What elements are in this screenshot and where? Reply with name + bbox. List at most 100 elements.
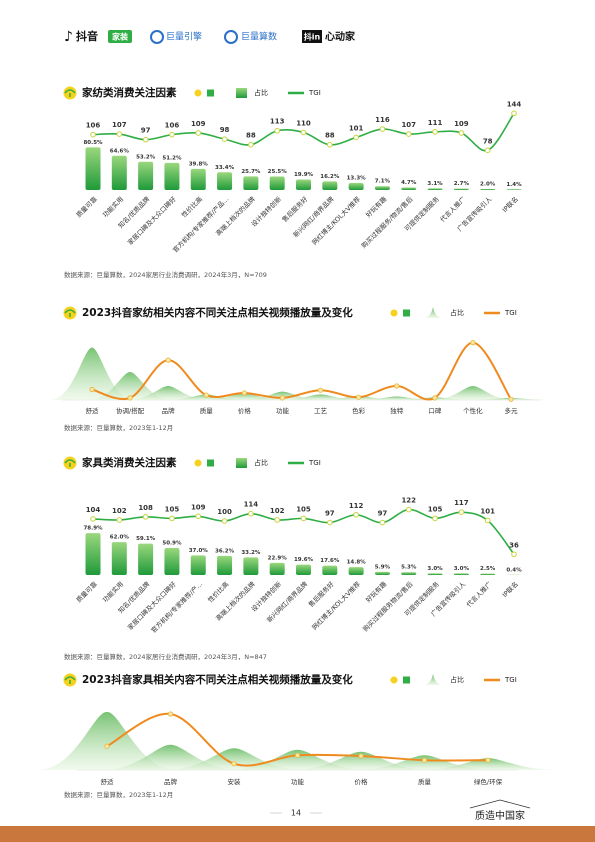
tgi-point [167, 711, 174, 717]
tgi-value-label: 116 [375, 116, 390, 124]
source: 数据来源：巨量算数，2023年1-12月 [64, 423, 173, 432]
x-tick-label: 个性化 [463, 406, 483, 415]
bar [453, 573, 469, 575]
legend-dot [194, 89, 202, 97]
bar [138, 161, 154, 190]
tgi-point [432, 129, 438, 135]
tgi-point [142, 136, 149, 143]
bar-value-label: 36.2% [215, 548, 235, 554]
bar-value-label: 5.3% [401, 565, 417, 571]
tgi-point [221, 518, 228, 524]
tgi-point [279, 395, 286, 401]
tgi-point [394, 383, 400, 389]
bar-value-label: 1.4% [506, 182, 522, 188]
bar [427, 573, 443, 575]
source: 数据来源：巨量算数，2024家居行业消费调研，2024年3月，N=709 [64, 270, 267, 279]
chart-title: 2023抖音家具相关内容不同关注点相关视频播放量及变化 [82, 673, 353, 686]
bar [480, 573, 496, 575]
tgi-value-label: 107 [401, 121, 416, 129]
logo-icon [150, 30, 164, 44]
legend-label: 占比 [254, 458, 268, 467]
bar-value-label: 3.1% [427, 181, 443, 187]
bar [269, 176, 285, 190]
tgi-point [195, 130, 202, 136]
tgi-value-label: 117 [454, 499, 469, 507]
tgi-point [458, 509, 465, 515]
tgi-point [248, 510, 254, 517]
x-tick-label: 品牌 [162, 406, 176, 415]
bar [269, 562, 285, 575]
tgi-value-label: 113 [270, 118, 285, 126]
chart-title: 2023抖音家纺相关内容不同关注点相关视频播放量及变化 [82, 306, 353, 319]
tgi-value-label: 109 [454, 120, 469, 128]
source: 数据来源：巨量算数，2023年1-12月 [64, 790, 173, 799]
tgi-point [379, 519, 386, 526]
x-tick-label: 色彩 [352, 406, 366, 415]
tgi-point [511, 110, 517, 117]
bar [374, 571, 390, 575]
x-tick-label: 功能 [291, 777, 305, 786]
bar-value-label: 17.6% [320, 558, 340, 564]
x-tick-label: 多元 [505, 406, 519, 415]
chart-title: 家纺类消费关注因素 [82, 86, 177, 99]
bar-value-label: 22.9% [268, 555, 288, 561]
tgi-point [300, 515, 307, 522]
brand: 质造中国家 [475, 809, 525, 822]
bar-value-label: 50.9% [162, 541, 182, 547]
legend-label: TGI [504, 676, 517, 684]
bar [164, 162, 180, 190]
tgi-point [169, 515, 175, 522]
tgi-point [421, 757, 428, 763]
x-tick-label: 独特 [390, 406, 404, 415]
tgi-value-label: 107 [112, 121, 127, 129]
bar-value-label: 19.6% [294, 557, 314, 563]
tgi-point [195, 513, 202, 520]
bar [111, 542, 127, 575]
tgi-value-label: 144 [507, 100, 522, 108]
bar [190, 555, 206, 575]
legend-swatch [236, 88, 247, 98]
legend-swatch [424, 674, 442, 685]
legend-label: 占比 [450, 675, 464, 684]
tgi-point [485, 757, 491, 763]
bar-value-label: 2.7% [454, 181, 470, 187]
bar [322, 565, 338, 575]
tgi-value-label: 110 [296, 119, 311, 127]
bar-value-label: 16.2% [320, 174, 340, 180]
tgi-point [142, 514, 149, 520]
bar-value-label: 7.1% [375, 179, 391, 185]
tgi-value-label: 122 [401, 497, 416, 505]
bar-value-label: 4.7% [401, 180, 417, 186]
bar [85, 533, 101, 575]
tgi-point [405, 506, 412, 513]
x-tick-label: 功能 [276, 406, 290, 415]
logo: 巨量算数 [241, 31, 277, 43]
tgi-value-label: 101 [349, 124, 364, 132]
tgi-point [274, 127, 280, 134]
tgi-point [221, 136, 228, 142]
tgi-point [248, 141, 254, 148]
x-tick-label: 协调/搭配 [116, 406, 145, 415]
tgi-value-label: 114 [244, 501, 259, 509]
tgi-point [89, 386, 95, 393]
bar [243, 557, 259, 575]
bar-value-label: 33.4% [215, 165, 235, 171]
tgi-value-label: 112 [349, 502, 364, 510]
bar-value-label: 2.0% [480, 181, 496, 187]
bar-value-label: 2.5% [480, 566, 496, 572]
bar-value-label: 64.6% [110, 148, 130, 154]
bar [348, 182, 364, 190]
logo: 抖音 [76, 29, 98, 43]
x-tick-label: 质量 [418, 777, 432, 786]
tgi-point [432, 395, 438, 401]
area-peak [50, 347, 134, 400]
bar-value-label: 53.2% [136, 154, 156, 160]
area-peak [126, 386, 211, 400]
bar [296, 179, 311, 190]
page-number: 14 [291, 809, 301, 818]
bar [296, 564, 311, 575]
legend-square [207, 89, 214, 97]
legend-swatch [424, 307, 442, 318]
tgi-value-label: 106 [165, 122, 180, 130]
tgi-point [353, 511, 359, 518]
